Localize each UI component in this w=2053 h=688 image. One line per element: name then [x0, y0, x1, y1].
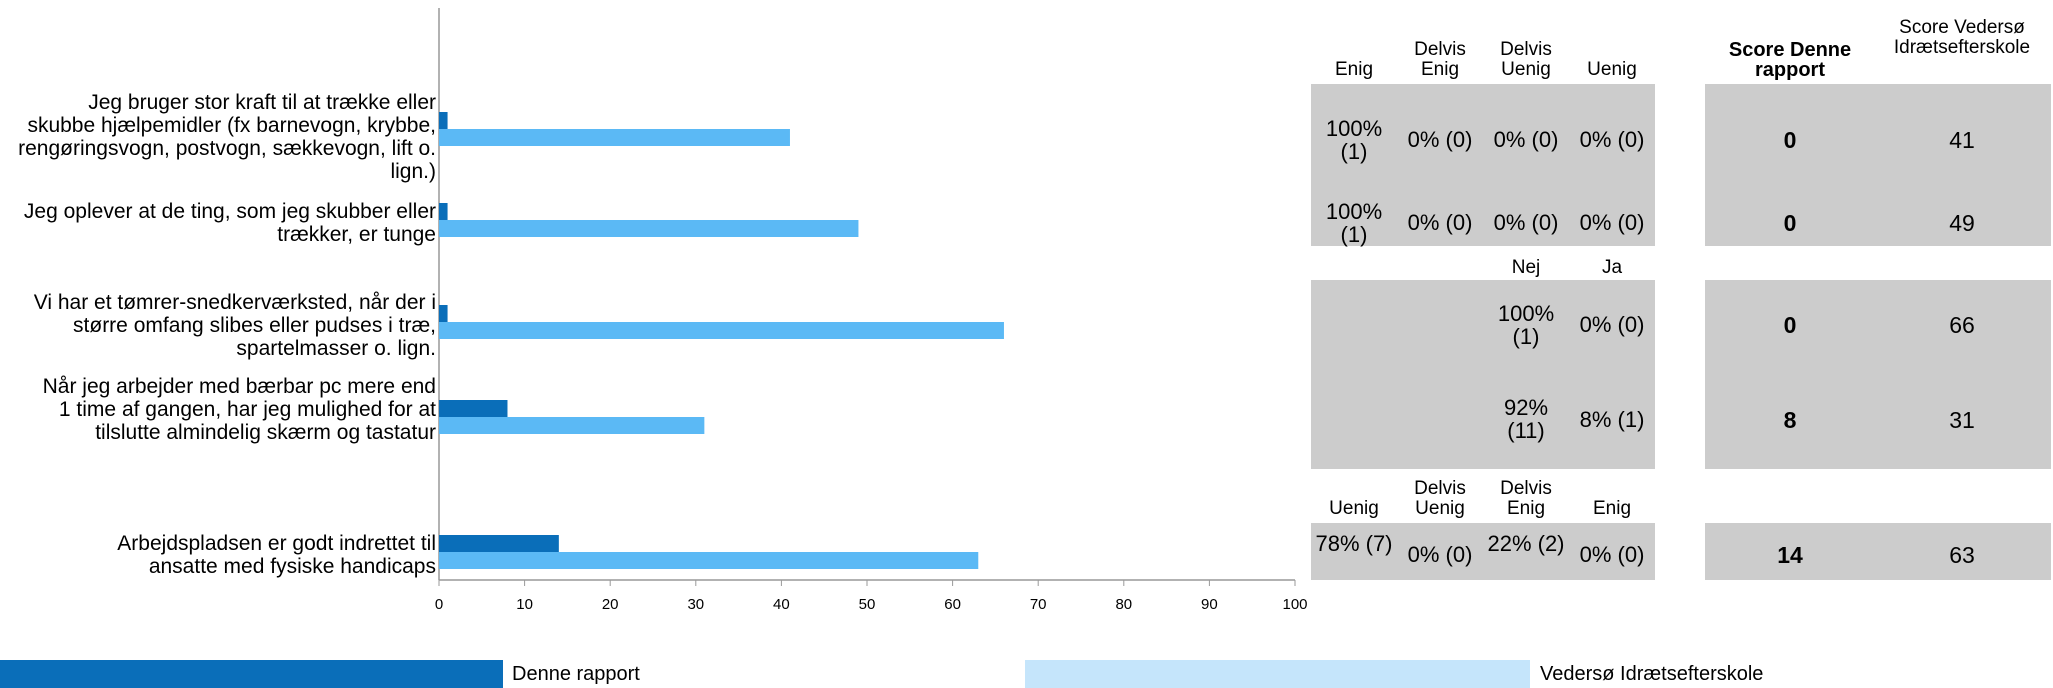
table-panel: [1311, 523, 1655, 580]
bar-vedersoe: [439, 129, 790, 146]
question-label: Vi har et tømrer-snedkerværksted, når de…: [33, 291, 436, 360]
question-label: Jeg oplever at de ting, som jeg skubber …: [23, 200, 436, 246]
table-cell: 8% (1): [1579, 407, 1645, 432]
legend-label-report: Denne rapport: [512, 663, 640, 685]
question-label: Arbejdspladsen er godt indrettet til ans…: [117, 532, 436, 578]
table-header: Ja: [1601, 257, 1623, 278]
table-cell: 0% (0): [1579, 210, 1645, 235]
x-tick-label: 10: [516, 596, 533, 613]
table-header: Uenig: [1329, 498, 1379, 519]
score-report: 8: [1783, 407, 1797, 433]
x-tick-label: 30: [687, 596, 704, 613]
table-cell: 0% (0): [1493, 127, 1559, 152]
table-header: Delvis Uenig: [1414, 478, 1466, 519]
score-report: 0: [1783, 127, 1797, 153]
table-header: Delvis Enig: [1500, 478, 1552, 519]
legend-swatch-report: [0, 660, 503, 688]
table-cell: 0% (0): [1579, 312, 1645, 337]
x-tick-label: 70: [1030, 596, 1047, 613]
x-tick-label: 80: [1115, 596, 1132, 613]
x-tick-label: 60: [944, 596, 961, 613]
table-cell: 78% (7): [1315, 531, 1393, 556]
bar-vedersoe: [439, 322, 1004, 339]
x-tick-label: 100: [1282, 596, 1307, 613]
bar-denne-rapport: [439, 535, 559, 552]
question-label: Når jeg arbejder med bærbar pc mere end …: [42, 375, 436, 444]
table-panel: [1311, 84, 1655, 246]
score-school: 66: [1949, 312, 1975, 338]
bar-denne-rapport: [439, 305, 448, 322]
score-report: 14: [1777, 542, 1803, 568]
table-header: Delvis Uenig: [1500, 39, 1552, 80]
table-panel: [1311, 280, 1655, 469]
table-header: Nej: [1511, 257, 1541, 278]
x-tick-label: 0: [435, 596, 443, 613]
bar-vedersoe: [439, 220, 859, 237]
table-header: Delvis Enig: [1414, 39, 1466, 80]
x-tick-label: 20: [602, 596, 619, 613]
bar-denne-rapport: [439, 400, 508, 417]
table-cell: 92% (11): [1503, 395, 1549, 443]
x-tick-label: 50: [859, 596, 876, 613]
score-panel: [1705, 280, 2051, 469]
table-cell: 0% (0): [1407, 210, 1473, 235]
score-report: 0: [1783, 312, 1797, 338]
table-cell: 22% (2): [1487, 531, 1565, 556]
score-school: 41: [1949, 127, 1975, 153]
table-header: Enig: [1334, 59, 1374, 80]
score-header-report: Score Denne rapport: [1728, 39, 1852, 81]
x-tick-label: 90: [1201, 596, 1218, 613]
x-tick-label: 40: [773, 596, 790, 613]
score-school: 31: [1949, 407, 1975, 433]
table-cell: 0% (0): [1579, 127, 1645, 152]
score-school: 49: [1949, 210, 1975, 236]
score-report: 0: [1783, 210, 1797, 236]
score-panel: [1705, 523, 2051, 580]
table-header: Enig: [1592, 498, 1632, 519]
bar-denne-rapport: [439, 203, 448, 220]
bar-denne-rapport: [439, 112, 448, 129]
table-cell: 100% (1): [1497, 301, 1555, 349]
table-cell: 0% (0): [1493, 210, 1559, 235]
table-cell: 0% (0): [1407, 127, 1473, 152]
bar-vedersoe: [439, 417, 705, 434]
table-header: Uenig: [1587, 59, 1637, 80]
table-cell: 0% (0): [1407, 542, 1473, 567]
score-header-school: Score Vedersø Idrætsefterskole: [1893, 17, 2031, 58]
question-label: Jeg bruger stor kraft til at trække elle…: [18, 91, 436, 183]
table-cell: 100% (1): [1325, 116, 1383, 164]
legend-swatch-school: [1025, 660, 1530, 688]
score-panel: [1705, 84, 2051, 246]
score-school: 63: [1949, 542, 1975, 568]
table-cell: 100% (1): [1325, 199, 1383, 247]
table-cell: 0% (0): [1579, 542, 1645, 567]
bar-vedersoe: [439, 552, 979, 569]
legend-label-school: Vedersø Idrætsefterskole: [1540, 663, 1764, 685]
